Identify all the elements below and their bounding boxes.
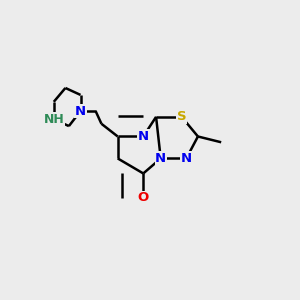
- Text: S: S: [177, 110, 187, 123]
- Text: N: N: [138, 130, 149, 143]
- Text: N: N: [75, 105, 86, 118]
- Text: O: O: [138, 191, 149, 204]
- Text: N: N: [181, 152, 192, 165]
- Text: N: N: [155, 152, 166, 165]
- Text: NH: NH: [44, 113, 64, 126]
